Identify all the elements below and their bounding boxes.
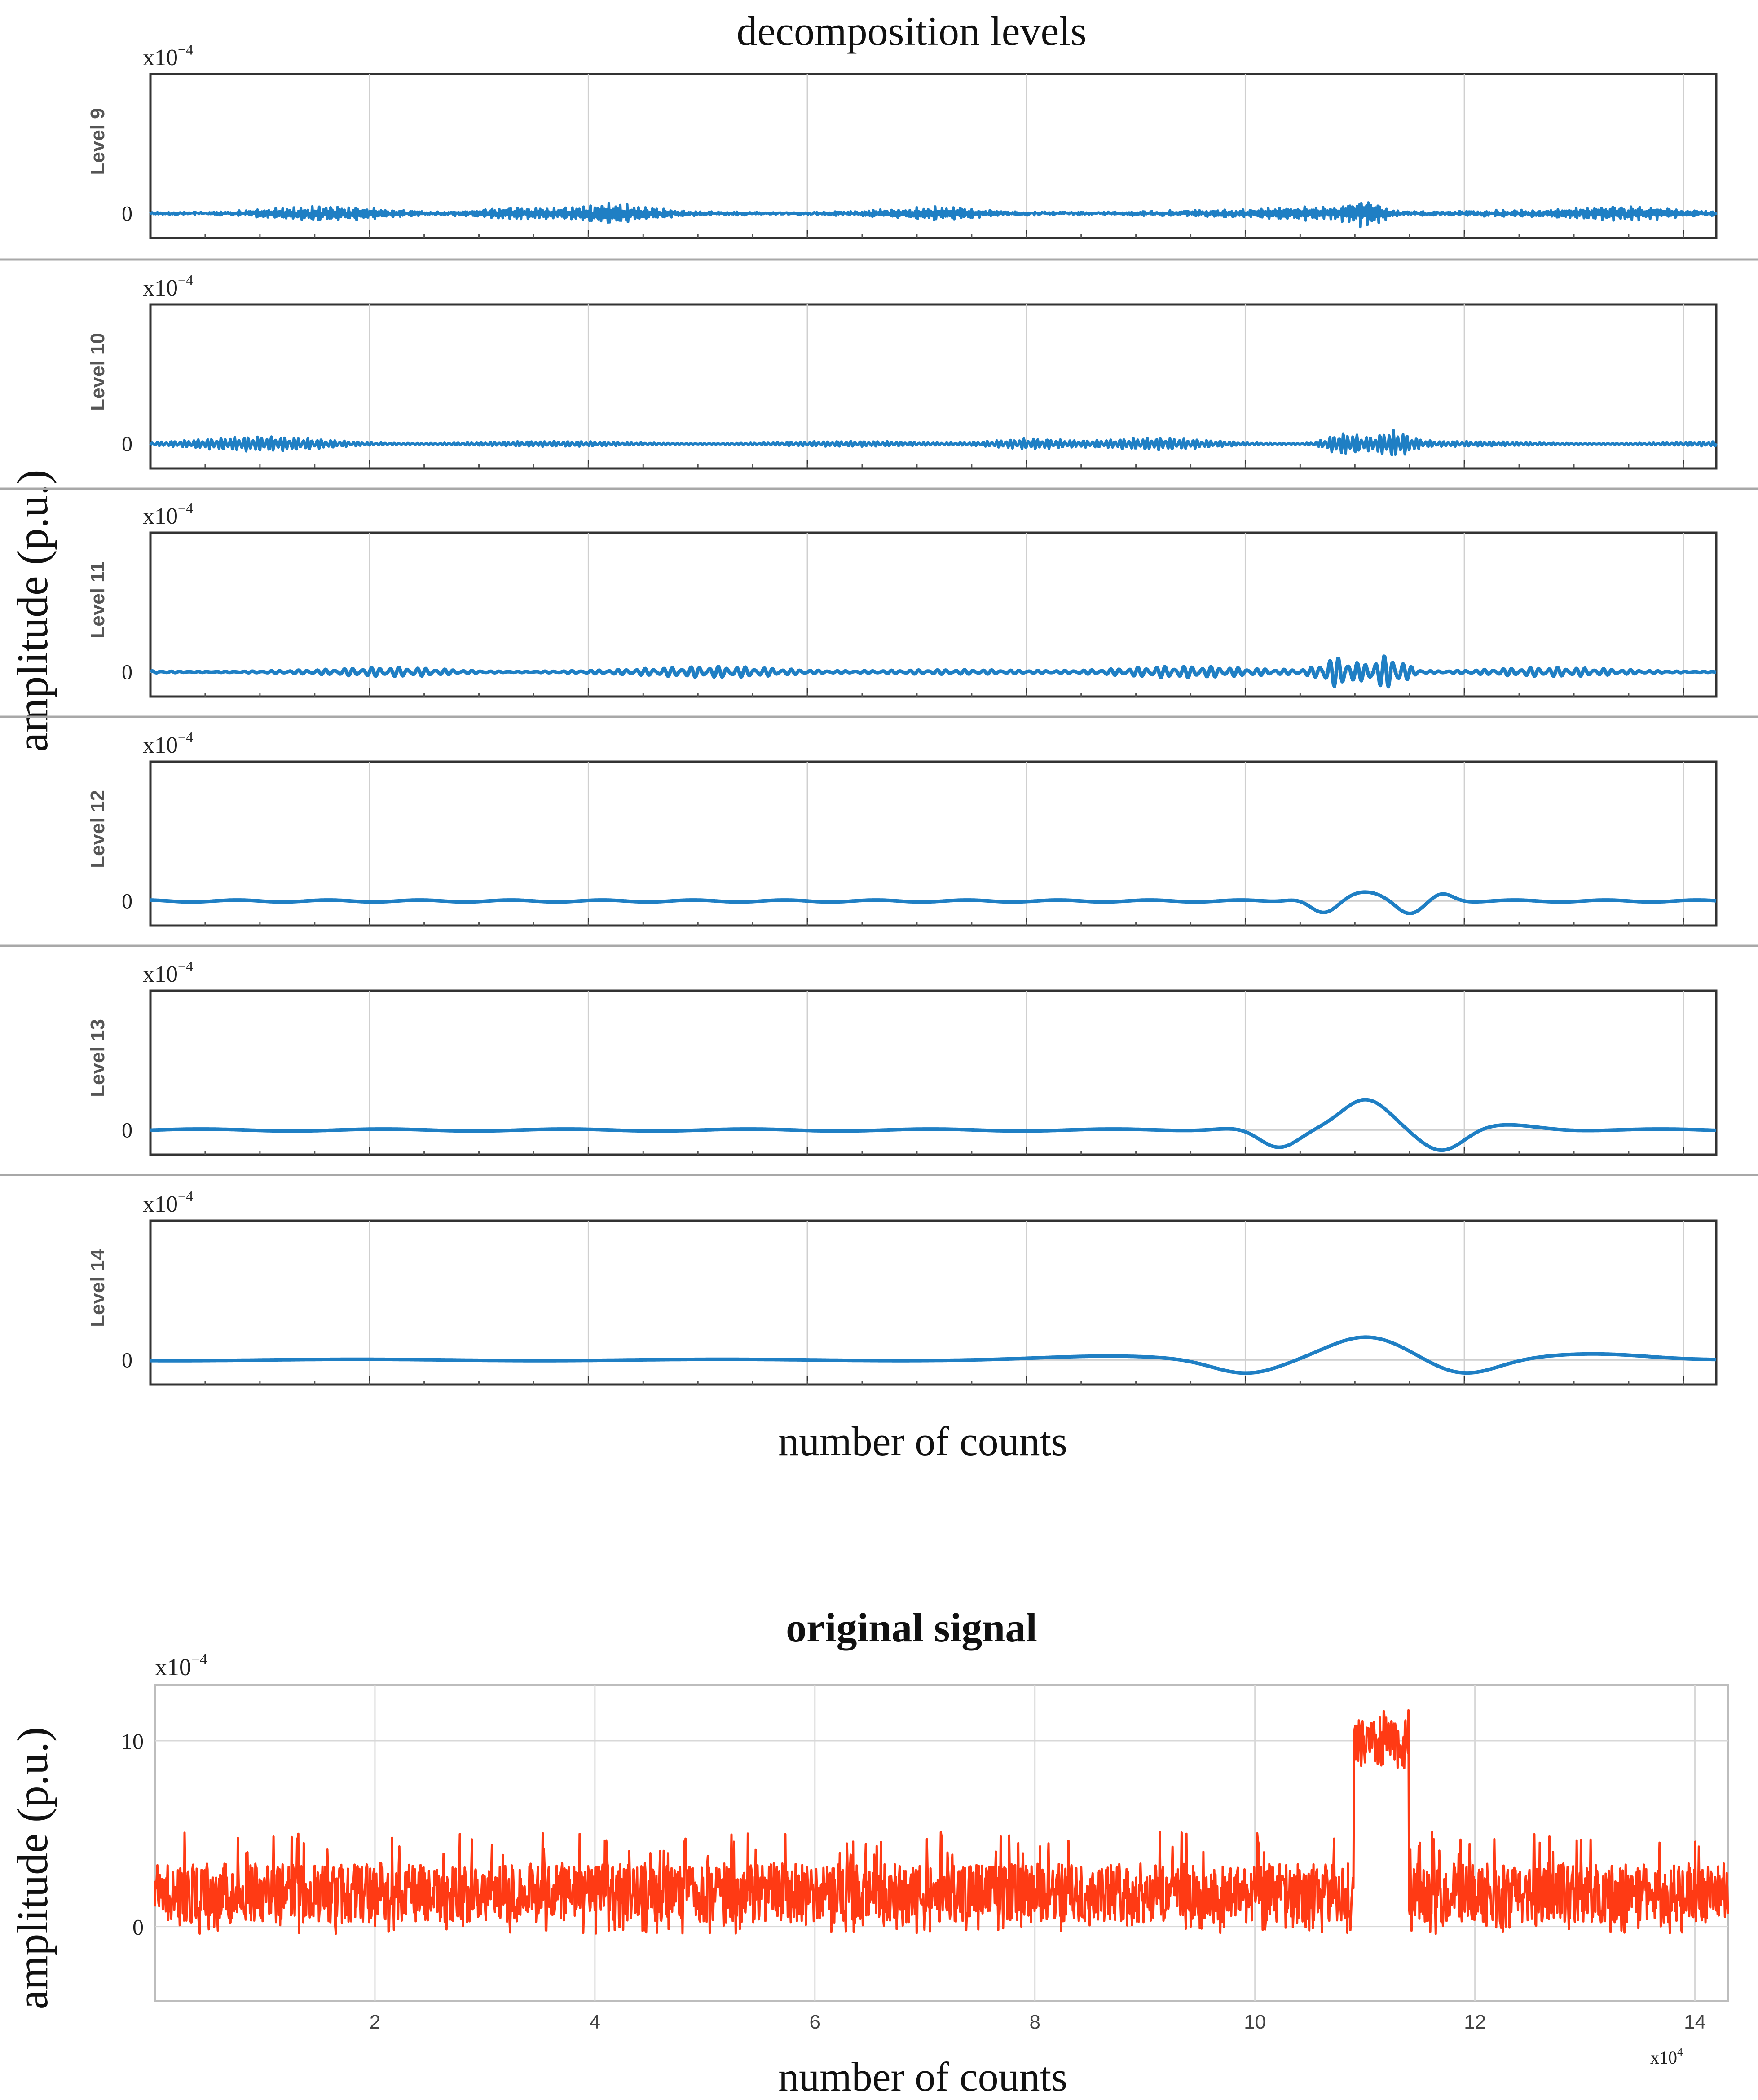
original-y-scale-label-base: x10 [155, 1654, 191, 1681]
decomposition-x-axis-label: number of counts [778, 1418, 1067, 1464]
original-y-axis-label: amplitude (p.u.) [9, 1727, 57, 2010]
panel-frame [149, 531, 1718, 698]
y-scale-label-exponent: −4 [178, 500, 193, 516]
y-tick-label-0: 0 [122, 202, 132, 225]
y-scale-label: x10−4 [143, 272, 193, 301]
level-label: Level 11 [87, 561, 109, 638]
y-scale-label-base: x10 [143, 732, 178, 758]
panel-level-11: Level 11 0 x10−4 [87, 500, 1718, 698]
original-x-tick-label-6: 12 [1464, 2011, 1486, 2033]
y-scale-label: x10−4 [143, 42, 193, 71]
panel-level-13: Level 13 0 x10−4 [87, 958, 1718, 1156]
level-waveform [149, 890, 1718, 915]
y-scale-label-exponent: −4 [178, 42, 193, 58]
original-x-tick-label-5: 10 [1244, 2011, 1266, 2033]
panel-frame [149, 1219, 1718, 1386]
y-scale-label-base: x10 [143, 503, 178, 529]
original-signal-line [154, 1709, 1729, 1935]
y-scale-label: x10−4 [143, 958, 193, 987]
level-label: Level 12 [87, 790, 109, 868]
level-label: Level 13 [87, 1019, 109, 1097]
panel-level-12: Level 12 0 x10−4 [87, 729, 1718, 927]
y-scale-label-base: x10 [143, 1191, 178, 1217]
original-x-tick-label-7: 14 [1684, 2011, 1706, 2033]
y-scale-label: x10−4 [143, 1188, 193, 1217]
original-x-scale-label: x104 [1650, 2046, 1683, 2068]
y-tick-label-0: 0 [122, 432, 132, 456]
y-tick-label-0: 0 [122, 660, 132, 684]
original-x-tick-label-4: 8 [1029, 2011, 1040, 2033]
level-waveform [149, 654, 1718, 689]
original-y-tick-label-2: 10 [121, 1729, 144, 1754]
original-x-tick-label-3: 6 [810, 2011, 820, 2033]
panel-frame [149, 303, 1718, 470]
panel-level-10: Level 10 0 x10−4 [87, 272, 1718, 470]
level-label: Level 14 [87, 1249, 109, 1327]
original-x-axis-label: number of counts [778, 2054, 1067, 2100]
original-x-scale-label-base: x10 [1650, 2047, 1677, 2068]
y-tick-label-0: 0 [122, 889, 132, 913]
y-scale-label-base: x10 [143, 962, 178, 987]
y-tick-label-0: 0 [122, 1118, 132, 1142]
y-scale-label-exponent: −4 [178, 729, 193, 746]
panel-level-9: Level 9 0 x10−4 [87, 42, 1718, 239]
level-waveform [149, 429, 1718, 456]
decomposition-y-axis-label: amplitude (p.u.) [9, 470, 57, 752]
y-scale-label: x10−4 [143, 729, 193, 758]
y-scale-label-base: x10 [143, 45, 178, 71]
y-tick-label-0: 0 [122, 1348, 132, 1372]
panel-level-14: Level 14 0 x10−4 [87, 1188, 1718, 1386]
original-y-scale-label-exponent: −4 [191, 1651, 207, 1668]
original-x-tick-label-1: 2 [370, 2011, 380, 2033]
original-y-scale-label: x10−4 [155, 1651, 207, 1681]
y-scale-label-base: x10 [143, 275, 178, 301]
y-scale-label-exponent: −4 [178, 1188, 193, 1204]
y-scale-label-exponent: −4 [178, 272, 193, 288]
level-waveform [149, 201, 1718, 229]
original-x-scale-label-exponent: 4 [1677, 2046, 1683, 2058]
y-scale-label: x10−4 [143, 500, 193, 529]
y-scale-label-exponent: −4 [178, 958, 193, 975]
original-x-tick-label-2: 4 [590, 2011, 600, 2033]
level-label: Level 9 [87, 108, 109, 175]
original-signal-title: original signal [786, 1605, 1037, 1650]
original-y-tick-label-1: 0 [132, 1915, 144, 1940]
level-label: Level 10 [87, 333, 109, 411]
level-waveform [149, 1098, 1718, 1152]
level-waveform [149, 1335, 1718, 1375]
decomposition-title: decomposition levels [736, 8, 1086, 54]
